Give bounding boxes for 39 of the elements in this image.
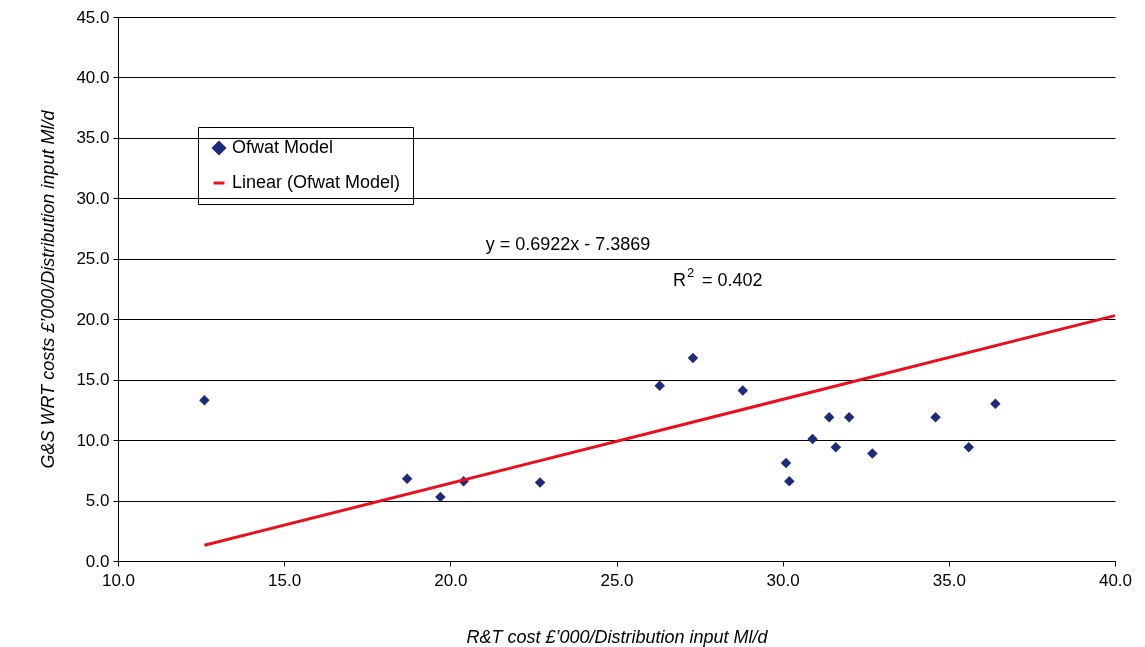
point bbox=[843, 411, 855, 423]
point bbox=[435, 491, 446, 503]
point bbox=[401, 473, 413, 485]
point bbox=[784, 475, 795, 487]
x-tick-label: 35.0 bbox=[932, 570, 966, 590]
y-tick-label: 30.0 bbox=[76, 188, 110, 208]
point bbox=[687, 352, 699, 364]
point bbox=[807, 433, 818, 445]
y-tick-label: 25.0 bbox=[76, 249, 110, 269]
point bbox=[654, 380, 665, 391]
x-tick-label: 25.0 bbox=[600, 570, 634, 590]
point bbox=[830, 442, 842, 453]
point bbox=[930, 411, 941, 423]
y-axis-title: G&S WRT costs £’000/Distribution input Ml/d bbox=[38, 109, 59, 469]
legend-label: Linear (Ofwat Model) bbox=[232, 172, 401, 192]
y-tick-label: 45.0 bbox=[76, 7, 110, 27]
y-tick-label: 0.0 bbox=[85, 551, 110, 571]
y-tick-label: 20.0 bbox=[76, 309, 110, 329]
annotation: y = 0.6922x - 7.3869 bbox=[485, 234, 651, 254]
point bbox=[780, 457, 792, 469]
x-axis-title: R&T cost £’000/Distribution input Ml/d bbox=[466, 626, 769, 647]
point bbox=[867, 448, 878, 459]
x-tick-label: 10.0 bbox=[101, 570, 136, 590]
point bbox=[990, 398, 1001, 410]
point bbox=[737, 385, 749, 396]
x-tick-label: 20.0 bbox=[434, 570, 468, 590]
legend-label: Ofwat Model bbox=[232, 137, 334, 157]
point bbox=[534, 477, 546, 488]
x-tick-label: 15.0 bbox=[268, 570, 302, 590]
point bbox=[963, 442, 975, 453]
y-tick-label: 10.0 bbox=[76, 430, 110, 450]
y-tick-label: 15.0 bbox=[76, 370, 110, 390]
y-tick-label: 35.0 bbox=[76, 128, 110, 148]
y-tick-label: 5.0 bbox=[85, 491, 110, 511]
point bbox=[823, 411, 835, 423]
x-tick-label: 30.0 bbox=[766, 570, 800, 590]
x-tick-label: 40.0 bbox=[1098, 570, 1133, 590]
y-tick-label: 40.0 bbox=[76, 67, 110, 87]
point bbox=[199, 394, 210, 406]
